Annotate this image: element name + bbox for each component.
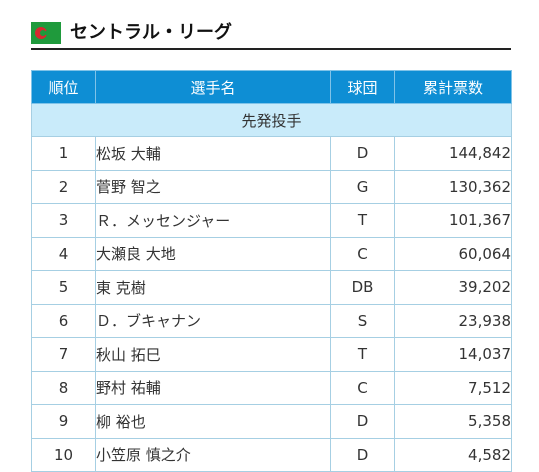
player-name-cell: 大瀬良 大地	[95, 236, 331, 271]
rank-cell: 2	[31, 169, 96, 204]
votes-cell: 23,938	[394, 303, 512, 338]
team-cell: D	[330, 136, 395, 171]
team-cell: DB	[330, 270, 395, 305]
votes-cell: 14,037	[394, 337, 512, 372]
player-name-cell: Ｒ．メッセンジャー	[95, 203, 331, 238]
player-name-cell: 秋山 拓巳	[95, 337, 331, 372]
team-cell: D	[330, 437, 395, 472]
table-row: 4 大瀬良 大地 C 60,064	[31, 236, 512, 271]
player-name-cell: 菅野 智之	[95, 169, 331, 204]
team-cell: D	[330, 404, 395, 439]
rank-cell: 3	[31, 203, 96, 238]
votes-cell: 144,842	[394, 136, 512, 171]
table-row: 6 Ｄ．ブキャナン S 23,938	[31, 303, 512, 338]
player-name-cell: 小笠原 慎之介	[95, 437, 331, 472]
column-header-votes: 累計票数	[394, 70, 512, 104]
team-cell: T	[330, 203, 395, 238]
player-name-cell: 柳 裕也	[95, 404, 331, 439]
rank-cell: 7	[31, 337, 96, 372]
table-header-row: 順位 選手名 球団 累計票数	[31, 70, 512, 104]
table-row: 7 秋山 拓巳 T 14,037	[31, 337, 512, 372]
rank-cell: 10	[31, 437, 96, 472]
team-cell: S	[330, 303, 395, 338]
rank-cell: 9	[31, 404, 96, 439]
table-row: 2 菅野 智之 G 130,362	[31, 169, 512, 204]
table-row: 10 小笠原 慎之介 D 4,582	[31, 437, 512, 472]
votes-cell: 60,064	[394, 236, 512, 271]
league-title: セントラル・リーグ	[70, 22, 232, 43]
votes-cell: 130,362	[394, 169, 512, 204]
player-name-cell: Ｄ．ブキャナン	[95, 303, 331, 338]
votes-cell: 101,367	[394, 203, 512, 238]
rank-cell: 8	[31, 370, 96, 405]
team-cell: G	[330, 169, 395, 204]
rank-cell: 4	[31, 236, 96, 271]
section-label: 先発投手	[31, 103, 512, 137]
team-cell: C	[330, 370, 395, 405]
table-row: 1 松坂 大輔 D 144,842	[31, 136, 512, 171]
rank-cell: 5	[31, 270, 96, 305]
rank-cell: 6	[31, 303, 96, 338]
votes-cell: 7,512	[394, 370, 512, 405]
column-header-rank: 順位	[31, 70, 96, 104]
table-row: 9 柳 裕也 D 5,358	[31, 404, 512, 439]
votes-cell: 39,202	[394, 270, 512, 305]
column-header-team: 球団	[330, 70, 395, 104]
vote-ranking-table: 順位 選手名 球団 累計票数 先発投手 1 松坂 大輔 D 144,842 2 …	[31, 70, 512, 472]
table-row: 3 Ｒ．メッセンジャー T 101,367	[31, 203, 512, 238]
team-cell: C	[330, 236, 395, 271]
table-row: 8 野村 祐輔 C 7,512	[31, 370, 512, 405]
section-row-starting-pitcher: 先発投手	[31, 103, 512, 137]
votes-cell: 5,358	[394, 404, 512, 439]
team-cell: T	[330, 337, 395, 372]
league-header: セントラル・リーグ	[31, 20, 511, 50]
table-row: 5 東 克樹 DB 39,202	[31, 270, 512, 305]
column-header-player: 選手名	[95, 70, 331, 104]
player-name-cell: 松坂 大輔	[95, 136, 331, 171]
player-name-cell: 東 克樹	[95, 270, 331, 305]
central-league-logo-icon	[31, 22, 61, 44]
player-name-cell: 野村 祐輔	[95, 370, 331, 405]
rank-cell: 1	[31, 136, 96, 171]
votes-cell: 4,582	[394, 437, 512, 472]
